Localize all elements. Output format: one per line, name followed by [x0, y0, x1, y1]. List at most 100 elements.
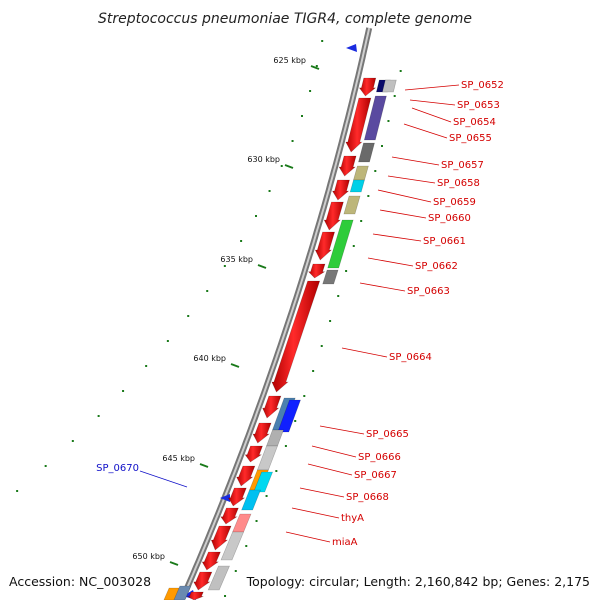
gene-label-leader: [319, 425, 365, 435]
scale-dot: [255, 215, 258, 217]
gene-arrow: [220, 531, 245, 561]
gene-label: SP_0660: [428, 213, 471, 224]
gene-arrow: [327, 219, 354, 269]
gene-label-leader: [409, 99, 456, 106]
gene-arrow: [227, 487, 247, 507]
gene-arrow: [307, 263, 326, 279]
scale-dot: [367, 195, 370, 197]
scale-dot: [71, 440, 74, 442]
genome-backbone: [179, 27, 373, 600]
scale-dot: [321, 40, 324, 42]
gene-label-leader: [311, 445, 357, 458]
gene-label: SP_0664: [389, 352, 432, 363]
gene-label-leader: [372, 233, 422, 242]
scale-label: 640 kbp: [193, 354, 226, 363]
scale-dot: [309, 90, 312, 92]
scale-dot: [187, 315, 190, 317]
gene-arrow: [252, 422, 272, 444]
scale-dot: [223, 265, 226, 267]
gene-arrow: [186, 591, 204, 600]
gene-arrow: [253, 471, 274, 493]
scale-dot: [145, 365, 148, 367]
gene-label: SP_0662: [415, 261, 458, 272]
scale-dot: [265, 495, 268, 497]
gene-label: SP_0670: [96, 463, 139, 474]
scale-dots: [16, 40, 402, 597]
gene-label-leader: [139, 470, 188, 488]
scale-dot: [387, 120, 390, 122]
gene-arrow: [193, 571, 213, 591]
scale-dot: [234, 570, 237, 572]
gene-arrow: [220, 507, 239, 525]
gene-label-leader: [391, 156, 440, 166]
gene-label: SP_0665: [366, 429, 409, 440]
gene-arrow: [241, 489, 261, 511]
strand-marker: [220, 494, 230, 502]
scale-dot: [393, 95, 396, 97]
gene-arrow: [358, 142, 375, 163]
scale-dot: [275, 470, 278, 472]
scale-dot: [303, 395, 306, 397]
gene-label: SP_0661: [423, 236, 466, 247]
scale-dot: [240, 240, 243, 242]
accession-text: Accession: NC_003028: [9, 574, 151, 589]
gene-arrow: [338, 155, 357, 177]
gene-arrow: [349, 179, 365, 193]
scale-dot: [16, 490, 19, 492]
gene-arrow: [173, 585, 192, 600]
scale-dot: [300, 115, 303, 117]
gene-label-leader: [299, 487, 345, 498]
scale-label: 645 kbp: [162, 454, 195, 463]
backbone-highlight: [181, 27, 371, 599]
gene-arrow: [358, 77, 377, 97]
gene-arrow: [353, 165, 369, 181]
scale-dot: [294, 420, 297, 422]
gene-arrow: [207, 565, 230, 591]
scale-label: 650 kbp: [132, 552, 165, 561]
gene-label-leader: [377, 189, 432, 203]
scale-dot: [329, 320, 332, 322]
scale-tick: [169, 561, 179, 566]
scale-dot: [374, 170, 377, 172]
scale-dot: [206, 290, 209, 292]
scale-dot: [122, 390, 125, 392]
scale-dot: [380, 145, 383, 147]
gene-label: SP_0668: [346, 492, 389, 503]
scale-dot: [97, 415, 100, 417]
scale-dot: [224, 595, 227, 597]
scale-dot: [280, 165, 283, 167]
scale-dot: [337, 295, 340, 297]
gene-label: thyA: [341, 513, 364, 524]
scale-dot: [44, 465, 47, 467]
scale-dot: [245, 545, 248, 547]
scale-dot: [315, 65, 318, 67]
page-title: Streptococcus pneumoniae TIGR4, complete…: [98, 11, 472, 27]
gene-label-leader: [359, 282, 406, 292]
scale-tick: [284, 164, 294, 169]
scale-tick: [310, 65, 320, 70]
gene-label: SP_0654: [453, 117, 496, 128]
gene-label: SP_0653: [457, 100, 500, 111]
gene-arrow: [262, 395, 282, 419]
scale-dot: [255, 520, 258, 522]
scale-label: 630 kbp: [247, 155, 280, 164]
scale-dot: [399, 70, 402, 72]
topology-text: Topology: circular; Length: 2,160,842 bp…: [246, 574, 590, 589]
scale-tick: [230, 363, 240, 368]
gene-label-leader: [367, 257, 414, 267]
gene-label-leader: [285, 531, 331, 543]
gene-label: SP_0655: [449, 133, 492, 144]
gene-arrow: [271, 280, 321, 393]
gene-label: SP_0663: [407, 286, 450, 297]
strand-marker: [346, 44, 357, 52]
gene-label: SP_0666: [358, 452, 401, 463]
gene-arrow: [314, 231, 336, 261]
scale-dot: [291, 140, 294, 142]
gene-label: SP_0652: [461, 80, 504, 91]
gene-arrow: [331, 179, 350, 201]
gene-features: [163, 77, 397, 600]
gene-arrow: [236, 465, 256, 487]
gene-label-leader: [387, 175, 436, 184]
gene-arrow: [210, 525, 232, 551]
